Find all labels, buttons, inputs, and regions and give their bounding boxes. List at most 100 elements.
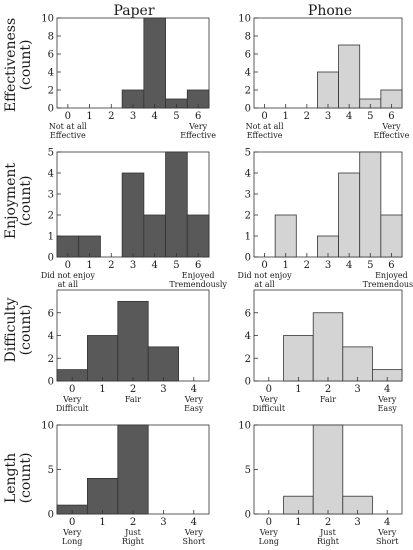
y-tick-label-enjoyment-phone-0: 0 [245,253,251,264]
x-tick-label-length-phone-3: 3 [354,517,360,528]
y-tick-label-length-paper-10: 10 [41,421,54,432]
bar-difficulty-paper-3 [147,346,179,382]
x-tick-label-length-phone-0: 0 [266,517,272,528]
y-tick-label-enjoyment-phone-2: 2 [245,211,251,222]
anchor-label-enjoyment-phone-0-1: at all [254,280,275,289]
anchor-label-length-paper-0-0: Very [62,528,82,537]
row-label-effectiveness: Effectiveness [3,18,19,112]
y-tick-label-effectiveness-phone-0: 0 [245,104,251,115]
bar-enjoyment-phone-6 [380,214,403,258]
anchor-label-effectiveness-paper-6-1: Effective [180,131,216,140]
y-tick-label-difficulty-phone-0: 0 [245,377,251,388]
y-tick-label-length-phone-10: 10 [238,421,251,432]
anchor-label-enjoyment-paper-6-0: Enjoyed [182,271,215,280]
x-tick-label-enjoyment-phone-6: 6 [388,260,394,271]
bar-enjoyment-paper-4 [143,214,166,258]
x-tick-label-enjoyment-phone-1: 1 [283,260,289,271]
x-tick-label-length-paper-3: 3 [160,517,166,528]
y-tick-label-difficulty-paper-4: 4 [48,331,54,342]
x-tick-label-length-phone-2: 2 [325,517,331,528]
anchor-label-effectiveness-phone-0-1: Effective [247,131,283,140]
x-tick-label-effectiveness-paper-3: 3 [130,111,136,122]
y-tick-label-enjoyment-phone-1: 1 [245,232,251,243]
x-tick-label-enjoyment-paper-2: 2 [108,260,114,271]
y-tick-label-length-paper-5: 5 [48,465,54,476]
bar-effectiveness-paper-4 [143,17,166,109]
y-tick-label-effectiveness-phone-10: 10 [238,14,251,25]
anchor-label-length-paper-4-1: Short [183,537,206,546]
y-tick-label-effectiveness-phone-2: 2 [245,86,251,97]
bar-effectiveness-phone-4 [338,44,361,109]
x-tick-label-difficulty-paper-4: 4 [191,384,197,395]
anchor-label-difficulty-phone-4-0: Very [377,395,397,404]
x-tick-label-effectiveness-phone-4: 4 [346,111,352,122]
x-tick-label-length-paper-0: 0 [69,517,75,528]
y-tick-label-effectiveness-phone-8: 8 [245,32,251,43]
x-tick-label-difficulty-phone-0: 0 [266,384,272,395]
y-tick-label-effectiveness-phone-6: 6 [245,50,251,61]
bar-enjoyment-paper-6 [186,214,210,258]
bar-enjoyment-phone-1 [274,214,297,258]
anchor-label-effectiveness-phone-6-1: Effective [374,131,410,140]
x-tick-label-length-paper-4: 4 [191,517,197,528]
y-tick-label-effectiveness-paper-2: 2 [48,86,54,97]
bar-difficulty-phone-3 [342,346,373,382]
anchor-label-length-phone-2-0: Just [319,528,336,537]
bar-difficulty-phone-2 [312,312,344,382]
anchor-label-enjoyment-paper-0-0: Did not enjoy [41,271,96,280]
x-tick-label-effectiveness-paper-1: 1 [86,111,92,122]
anchor-label-difficulty-phone-0-0: Very [259,395,279,404]
y-tick-label-length-paper-0: 0 [48,510,54,521]
x-tick-label-effectiveness-phone-5: 5 [367,111,373,122]
y-tick-label-effectiveness-paper-10: 10 [41,14,54,25]
y-tick-label-effectiveness-paper-0: 0 [48,104,54,115]
x-tick-label-enjoyment-phone-2: 2 [304,260,310,271]
anchor-label-length-paper-4-0: Very [184,528,204,537]
bar-difficulty-phone-1 [283,335,314,382]
x-tick-label-enjoyment-phone-4: 4 [346,260,352,271]
y-tick-label-difficulty-paper-6: 6 [48,308,54,319]
y-tick-label-difficulty-phone-6: 6 [245,308,251,319]
bar-enjoyment-phone-4 [338,172,361,258]
row-label-enjoyment: Enjoyment [3,163,19,239]
y-tick-label-length-phone-5: 5 [245,465,251,476]
anchor-label-effectiveness-paper-6-0: Very [188,122,208,131]
x-tick-label-effectiveness-paper-0: 0 [65,111,71,122]
x-tick-label-difficulty-phone-2: 2 [325,384,331,395]
anchor-label-enjoyment-phone-0-0: Did not enjoy [238,271,293,280]
x-tick-label-enjoyment-paper-6: 6 [195,260,201,271]
y-tick-label-length-phone-0: 0 [245,510,251,521]
x-tick-label-difficulty-phone-1: 1 [295,384,301,395]
anchor-label-length-phone-4-0: Very [377,528,397,537]
bar-enjoyment-paper-5 [165,151,188,258]
x-tick-label-length-paper-1: 1 [99,517,105,528]
column-title-phone: Phone [308,3,352,19]
x-tick-label-effectiveness-paper-5: 5 [173,111,179,122]
anchor-label-enjoyment-phone-6-1: Tremendously [363,280,413,289]
row-unit-enjoyment: (count) [18,176,34,227]
anchor-label-effectiveness-phone-0-0: Not at all [246,122,284,131]
anchor-label-difficulty-paper-4-1: Easy [184,404,204,413]
y-tick-label-enjoyment-paper-0: 0 [48,253,54,264]
x-tick-label-effectiveness-paper-4: 4 [152,111,158,122]
column-title-paper: Paper [113,3,154,19]
anchor-label-difficulty-phone-4-1: Easy [378,404,398,413]
x-tick-label-difficulty-paper-2: 2 [130,384,136,395]
anchor-label-difficulty-phone-0-1: Difficult [252,404,285,413]
x-tick-label-enjoyment-paper-1: 1 [86,260,92,271]
y-tick-label-enjoyment-paper-1: 1 [48,232,54,243]
x-tick-label-enjoyment-paper-5: 5 [173,260,179,271]
bar-enjoyment-phone-5 [359,151,382,258]
x-tick-label-enjoyment-phone-0: 0 [261,260,267,271]
x-tick-label-enjoyment-paper-4: 4 [152,260,158,271]
x-tick-label-difficulty-phone-4: 4 [384,384,390,395]
bar-difficulty-paper-1 [87,335,119,382]
